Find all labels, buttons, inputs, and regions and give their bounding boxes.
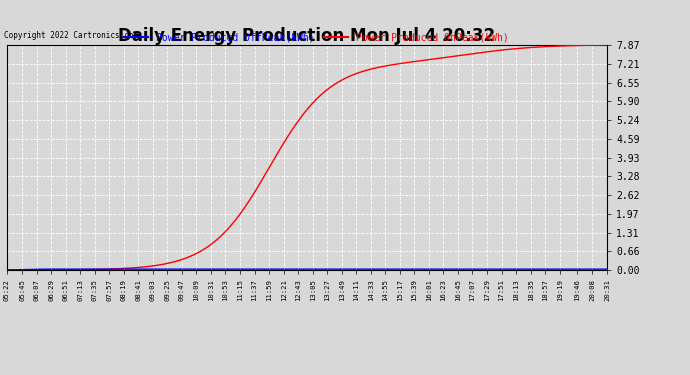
- Title: Daily Energy Production Mon Jul 4 20:32: Daily Energy Production Mon Jul 4 20:32: [119, 27, 495, 45]
- Legend: Power Produced OffPeak(kWh), Power Produced OnPeak(kWh): Power Produced OffPeak(kWh), Power Produ…: [120, 28, 513, 46]
- Text: Copyright 2022 Cartronics.com: Copyright 2022 Cartronics.com: [4, 32, 138, 40]
